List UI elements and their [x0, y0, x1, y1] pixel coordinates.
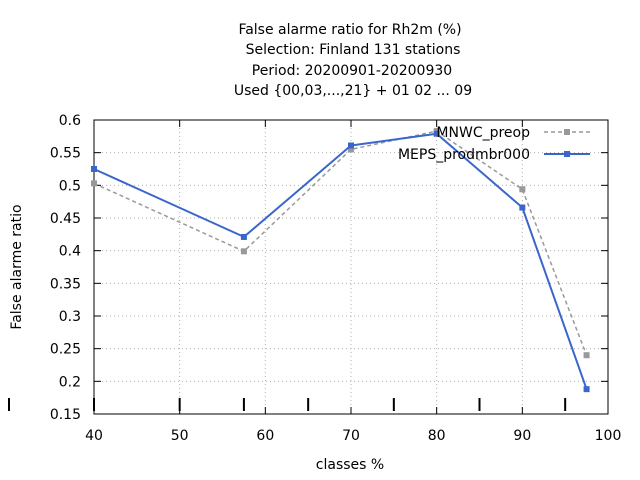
series-point-1: [583, 386, 590, 393]
x-axis-title: classes %: [316, 457, 384, 473]
series-layer: [91, 128, 590, 393]
legend: MNWC_preop MEPS_prodmbr000: [398, 125, 590, 163]
y-tick-label: 0.5: [59, 178, 81, 194]
y-tick-label: 0.45: [50, 211, 81, 227]
legend-label-meps: MEPS_prodmbr000: [398, 147, 530, 163]
series-point-1: [433, 130, 440, 137]
x-tick-label: 80: [428, 428, 446, 444]
title-line-1: False alarme ratio for Rh2m (%): [238, 22, 461, 38]
chart-title: False alarme ratio for Rh2m (%) Selectio…: [234, 22, 472, 99]
x-tick-label: 100: [595, 428, 622, 444]
y-tick-label: 0.3: [59, 309, 81, 325]
series-point-0: [348, 146, 354, 153]
x-axis: 40 50 60 70 80 90 100: [85, 120, 621, 444]
x-tick-label: 90: [513, 428, 531, 444]
y-tick-label: 0.4: [59, 244, 81, 260]
legend-marker-1: [564, 151, 570, 157]
title-line-4: Used {00,03,...,21} + 01 02 ... 09: [234, 83, 472, 99]
series-point-0: [519, 186, 526, 193]
series-point-1: [240, 233, 247, 240]
title-line-2: Selection: Finland 131 stations: [246, 42, 461, 58]
legend-marker-0: [564, 129, 570, 135]
series-line-1: [93, 132, 588, 390]
y-tick-label: 0.15: [50, 407, 81, 423]
class-markers: [8, 398, 567, 411]
grid-lines: [94, 120, 608, 414]
y-tick-label: 0.2: [59, 374, 81, 390]
y-tick-label: 0.55: [50, 146, 81, 162]
series-point-1: [91, 166, 97, 172]
y-tick-label: 0.35: [50, 276, 81, 292]
series-point-0: [240, 248, 247, 255]
series-point-1: [519, 204, 526, 211]
title-line-3: Period: 20200901-20200930: [252, 63, 452, 79]
y-tick-label: 0.25: [50, 342, 81, 358]
x-tick-label: 40: [85, 428, 103, 444]
x-tick-label: 60: [256, 428, 274, 444]
y-tick-label: 0.6: [59, 113, 81, 129]
y-axis-title: False alarme ratio: [9, 204, 25, 329]
series-line-0: [93, 130, 588, 356]
series-point-1: [348, 142, 354, 149]
x-tick-label: 70: [342, 428, 360, 444]
series-point-0: [91, 180, 97, 187]
x-tick-label: 50: [171, 428, 189, 444]
series-point-0: [583, 352, 590, 359]
legend-label-mnwc: MNWC_preop: [436, 125, 530, 141]
y-axis: 0.15 0.2 0.25 0.3 0.35 0.4 0.45 0.5 0.55 0.6: [50, 113, 608, 423]
